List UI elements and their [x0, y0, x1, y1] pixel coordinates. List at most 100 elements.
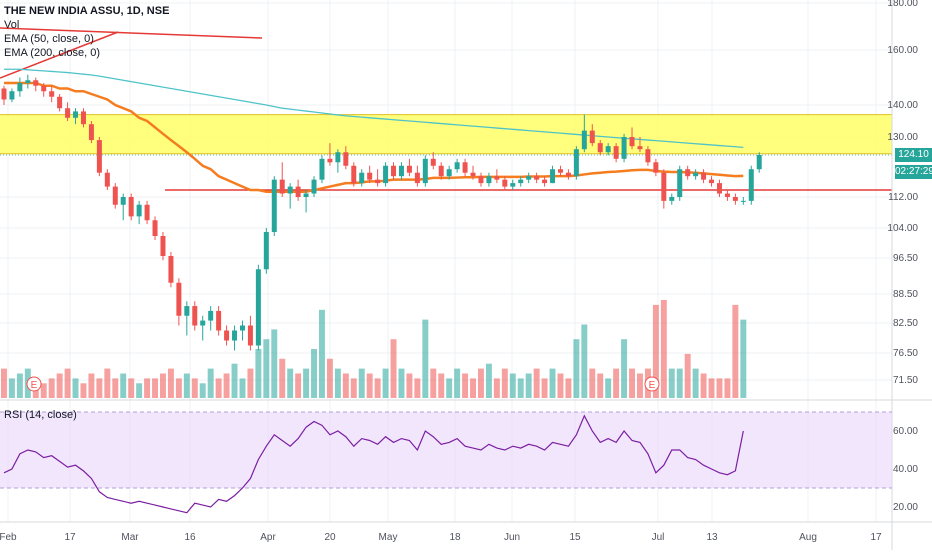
candle-body — [168, 256, 174, 283]
candle-body — [589, 130, 595, 144]
volume-bar — [525, 373, 532, 398]
candle-body — [526, 176, 532, 180]
volume-bar — [406, 373, 413, 398]
volume-bar — [692, 368, 699, 398]
candle-body — [263, 232, 269, 270]
candle-body — [73, 111, 79, 118]
candle-body — [677, 169, 683, 197]
time-axis-label: Aug — [799, 532, 817, 543]
volume-bar — [334, 368, 341, 398]
candle-body — [295, 186, 301, 197]
candle-body — [184, 306, 190, 316]
earnings-marker[interactable]: E — [26, 376, 42, 392]
trend-line-diagonal — [0, 31, 119, 79]
volume-bar — [581, 324, 588, 398]
candle-body — [398, 165, 404, 177]
candle-body — [136, 204, 142, 217]
price-tick-label: 140.00 — [887, 100, 918, 111]
candle-body — [406, 165, 412, 173]
price-tick-label: 71.50 — [893, 375, 918, 386]
candle-body — [510, 183, 516, 187]
candle-body — [160, 236, 166, 256]
candle-body — [1, 88, 7, 100]
volume-bar — [271, 329, 278, 398]
candle-body — [542, 179, 548, 184]
volume-bar — [326, 358, 333, 398]
candle-body — [112, 186, 118, 205]
indicator-vol[interactable]: Vol — [4, 19, 20, 31]
volume-bar — [16, 373, 23, 398]
time-axis-label: 15 — [569, 532, 581, 543]
volume-bar — [255, 349, 262, 398]
candle-body — [605, 146, 611, 153]
time-axis-label: Apr — [260, 532, 276, 543]
volume-bar — [716, 378, 723, 398]
candle-body — [128, 197, 134, 217]
volume-bar — [96, 378, 103, 398]
candle-body — [581, 130, 587, 150]
volume-bar — [223, 373, 230, 398]
candle-body — [216, 310, 222, 331]
candle-body — [33, 80, 39, 86]
volume-bar — [80, 383, 87, 398]
indicator-ema200[interactable]: EMA (200, close, 0) — [4, 47, 100, 59]
volume-bar — [287, 368, 294, 398]
candle-body — [597, 143, 603, 153]
price-tick-label: 96.50 — [893, 253, 918, 264]
candle-body — [25, 80, 31, 83]
candle-body — [748, 169, 754, 201]
rsi-label[interactable]: RSI (14, close) — [4, 409, 77, 421]
candle-body — [200, 320, 206, 326]
volume-bar — [8, 378, 15, 398]
last-price-tag: 124.10 — [895, 148, 932, 162]
volume-bar — [247, 368, 254, 398]
price-tick-label: 180.00 — [887, 0, 918, 9]
volume-bar — [390, 339, 397, 398]
earnings-marker-circle — [644, 376, 660, 392]
countdown-tag: 02:27:29 — [895, 165, 932, 179]
volume-bar — [422, 319, 429, 398]
earnings-marker-label: E — [649, 380, 656, 391]
chart-legend: THE NEW INDIA ASSU, 1D, NSE Vol EMA (50,… — [4, 4, 169, 60]
candle-body — [693, 172, 699, 177]
time-axis-label: 17 — [870, 532, 882, 543]
volume-bar — [652, 304, 659, 398]
volume-bar — [358, 368, 365, 398]
trend-line — [0, 27, 263, 39]
volume-bar — [152, 378, 158, 398]
candle-body — [104, 172, 110, 187]
candle-body — [716, 183, 722, 194]
volume-bar — [430, 368, 437, 398]
volume-bar — [88, 373, 95, 398]
volume-bar — [40, 383, 47, 398]
candle-body — [351, 165, 357, 184]
volume-bar — [414, 378, 421, 398]
time-axis-label: 13 — [706, 532, 718, 543]
candle-body — [319, 158, 325, 180]
volume-bar — [398, 368, 405, 398]
time-axis-label: 17 — [64, 532, 76, 543]
candle-body — [303, 193, 309, 197]
earnings-marker[interactable]: E — [644, 376, 660, 392]
candle-body — [462, 162, 468, 173]
price-tick-label: 160.00 — [887, 45, 918, 56]
indicator-ema50[interactable]: EMA (50, close, 0) — [4, 33, 94, 45]
candle-body — [367, 172, 373, 180]
candle-body — [80, 111, 86, 125]
candle-body — [422, 158, 428, 184]
candle-body — [49, 91, 55, 97]
volume-bar — [144, 378, 151, 398]
price-tick-label: 130.00 — [887, 132, 918, 143]
earnings-marker-label: E — [31, 380, 38, 391]
symbol-title[interactable]: THE NEW INDIA ASSU, 1D, NSE — [4, 5, 170, 17]
candle-body — [239, 325, 245, 331]
volume-bar — [541, 378, 548, 398]
candle-body — [144, 204, 150, 221]
candle-body — [391, 165, 397, 177]
volume-bar — [342, 373, 349, 398]
volume-bar — [199, 383, 206, 398]
volume-bar — [136, 383, 143, 398]
candle-body — [57, 96, 63, 109]
